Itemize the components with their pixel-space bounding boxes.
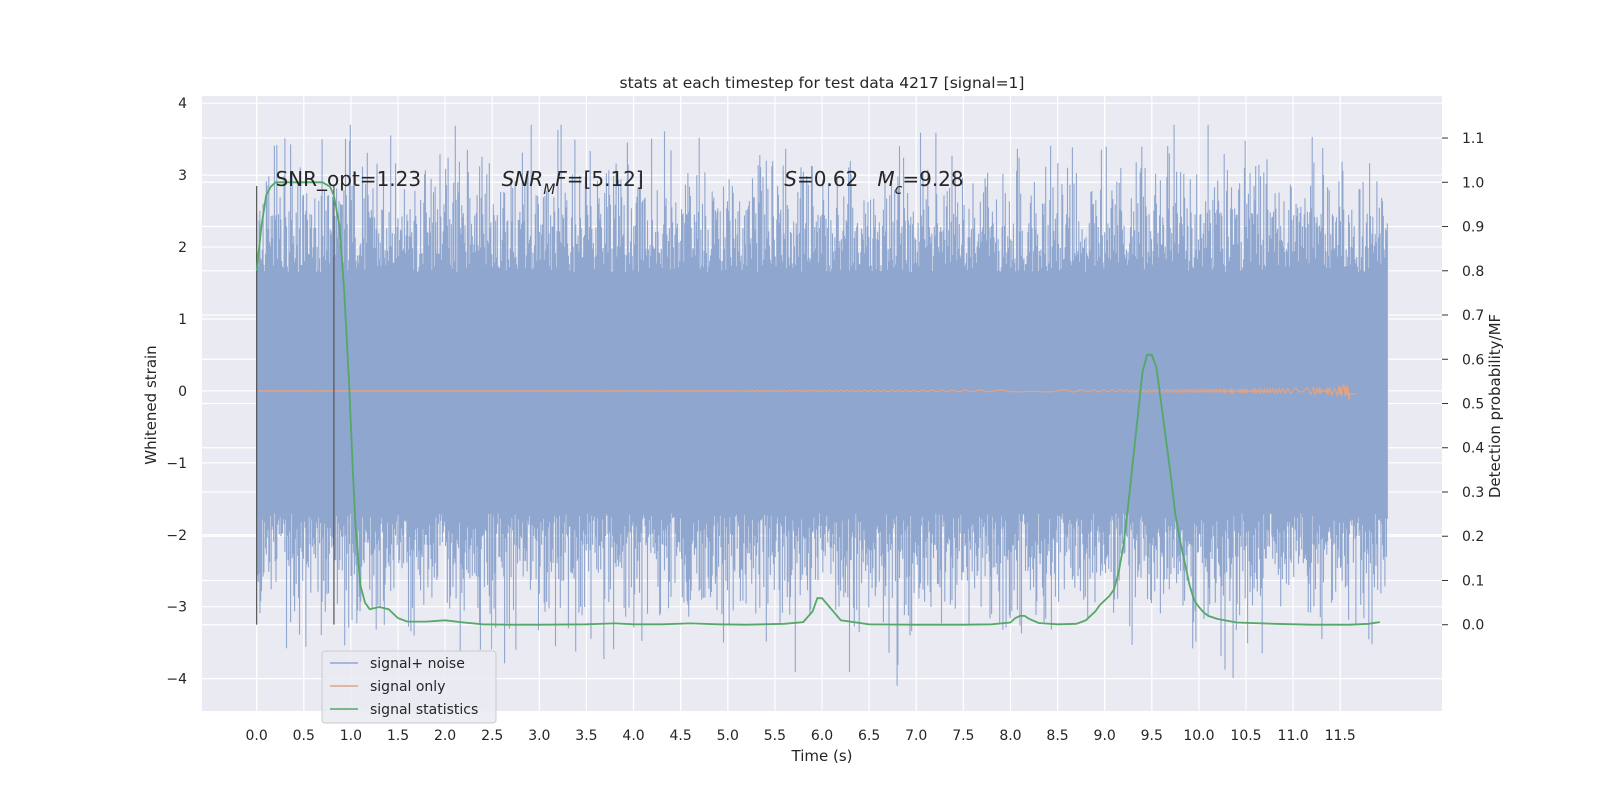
- legend-label-signal: signal only: [370, 679, 445, 695]
- y-left-tick-label: 2: [178, 240, 187, 256]
- x-tick-label: 11.5: [1325, 728, 1356, 744]
- x-tick-label: 8.5: [1046, 728, 1068, 744]
- y-right-tick-label: 0.2: [1462, 529, 1484, 545]
- signal-trace: [256, 383, 1357, 400]
- y-right-tick-label: 0.4: [1462, 441, 1484, 457]
- x-tick-label: 1.0: [340, 728, 362, 744]
- signal-statistics-series: [255, 181, 1380, 626]
- x-tick-label: 4.0: [622, 728, 644, 744]
- y-left-tick-label: 4: [178, 96, 187, 112]
- y-right-tick-label: 0.1: [1462, 573, 1484, 589]
- vertical-markers: [256, 185, 335, 625]
- y-left-tick-labels: −4 −3 −2 −1 0 1 2 3 4: [166, 96, 187, 687]
- x-axis-label: Time (s): [791, 747, 853, 765]
- x-tick-label: 5.5: [764, 728, 786, 744]
- y-left-tick-label: −4: [166, 672, 187, 688]
- x-tick-label: 9.5: [1141, 728, 1163, 744]
- x-tick-label: 10.0: [1183, 728, 1214, 744]
- legend-label-statistics: signal statistics: [370, 702, 478, 718]
- y-left-tick-label: 0: [178, 384, 187, 400]
- y-right-tick-label: 0.7: [1462, 308, 1484, 324]
- x-tick-label: 3.0: [528, 728, 550, 744]
- x-tick-label: 3.5: [575, 728, 597, 744]
- y-axis-label: Whitened strain: [142, 345, 160, 464]
- y-right-tick-label: 0.8: [1462, 264, 1484, 280]
- x-tick-label: 6.0: [811, 728, 833, 744]
- y-right-tick-label: 0.9: [1462, 220, 1484, 236]
- y-left-tick-label: −2: [166, 528, 187, 544]
- y-right-tick-label: 0.6: [1462, 352, 1484, 368]
- legend-box: [321, 650, 497, 724]
- x-tick-label: 7.5: [952, 728, 974, 744]
- x-tick-label: 0.5: [293, 728, 315, 744]
- statistics-line: [255, 181, 1380, 626]
- y-left-tick-label: −3: [166, 600, 187, 616]
- legend: signal+ noise signal only signal statist…: [321, 650, 497, 724]
- x-tick-label: 0.0: [246, 728, 268, 744]
- x-tick-label: 9.0: [1094, 728, 1116, 744]
- x-tick-label: 10.5: [1230, 728, 1261, 744]
- x-tick-label: 11.0: [1278, 728, 1309, 744]
- y-right-tick-label: 0.5: [1462, 397, 1484, 413]
- x-tick-label: 4.5: [670, 728, 692, 744]
- x-tick-label: 5.0: [717, 728, 739, 744]
- y-right-tick-labels: 0.0 0.1 0.2 0.3 0.4 0.5 0.6 0.7 0.8 0.9 1.0 1.1: [1442, 131, 1484, 634]
- y-right-tick-label: 1.1: [1462, 131, 1484, 147]
- stat-annotation: SNRMF=[5.12]: [502, 167, 644, 198]
- y-right-tick-label: 1.0: [1462, 175, 1484, 191]
- y-left-tick-label: −1: [166, 456, 187, 472]
- x-tick-labels: 0.0 0.5 1.0 1.5 2.0 2.5 3.0 3.5 4.0 4.5 5.0 5.5 6.0 6…: [246, 728, 1356, 744]
- annotations: SNR_opt=1.23 SNRMF=[5.12] S=0.62 Mc=9.28: [275, 167, 963, 198]
- x-tick-label: 2.0: [434, 728, 456, 744]
- y-left-tick-label: 3: [178, 168, 187, 184]
- legend-label-noise: signal+ noise: [370, 656, 465, 672]
- x-tick-label: 1.5: [387, 728, 409, 744]
- signal-noise-series: [256, 124, 1388, 686]
- y-right-tick-label: 0.3: [1462, 485, 1484, 501]
- x-tick-label: 8.0: [999, 728, 1021, 744]
- signal-only-series: [256, 383, 1357, 400]
- chart-title: stats at each timestep for test data 421…: [620, 74, 1025, 92]
- x-tick-label: 7.0: [905, 728, 927, 744]
- x-tick-label: 2.5: [481, 728, 503, 744]
- x-tick-label: 6.5: [858, 728, 880, 744]
- stat-annotation: SNR_opt=1.23: [275, 167, 421, 191]
- y-right-tick-label: 0.0: [1462, 618, 1484, 634]
- y-left-tick-label: 1: [178, 312, 187, 328]
- stat-annotation: S=0.62 Mc=9.28: [784, 167, 963, 198]
- y-right-axis-label: Detection probability/MF: [1486, 314, 1504, 498]
